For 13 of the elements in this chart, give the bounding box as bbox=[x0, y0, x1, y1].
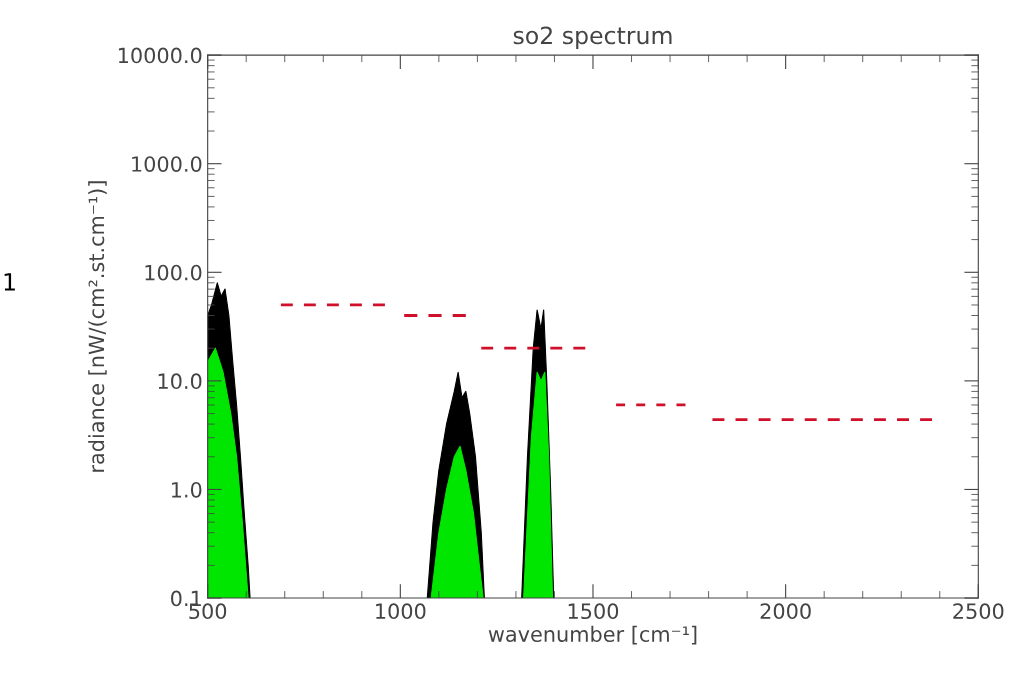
chart-title: so2 spectrum bbox=[513, 26, 672, 49]
y-tick-label: 10.0 bbox=[158, 373, 202, 390]
y-axis-title: radiance [nW/(cm².st.cm⁻¹)] bbox=[88, 181, 107, 472]
text: 1 bbox=[4, 273, 15, 291]
y-tick-label: 1000.0 bbox=[132, 156, 202, 172]
x-tick-label: 1500 bbox=[568, 603, 619, 620]
y-tick-label: 1.0 bbox=[171, 481, 202, 498]
x-tick-label: 1000 bbox=[376, 603, 426, 620]
x-tick-label: 2000 bbox=[760, 603, 811, 620]
y-tick-label: 100.0 bbox=[145, 264, 202, 281]
y-tick-label: 10000.0 bbox=[118, 47, 202, 64]
x-tick-label: 2500 bbox=[953, 603, 1004, 620]
x-axis-title: wavenumber [cm⁻¹] bbox=[488, 625, 697, 645]
